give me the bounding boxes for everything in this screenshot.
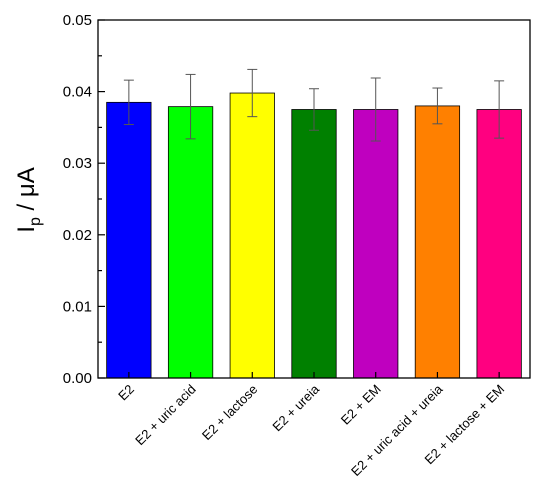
y-axis-label-main: I [13,226,40,233]
y-tick-label: 0.01 [63,298,92,315]
error-bar [370,77,381,142]
bar [414,105,461,379]
y-tick-label: 0.03 [63,155,92,172]
bar [167,106,214,379]
x-tick-label: E2 + lactose [199,382,260,443]
error-bar [309,88,319,131]
y-axis-label: Ip / μA [13,167,44,232]
bar [229,92,275,379]
bar [106,101,152,379]
x-tick-label: E2 [115,382,137,404]
error-bar [494,80,505,139]
y-axis-label-unit: / μA [13,167,40,217]
error-bar [247,68,258,118]
x-tick-label: E2 + ureia [269,381,322,434]
x-tick-label: E2 + uric acid [132,382,199,449]
x-tick-label: E2 + EM [338,382,384,428]
y-tick-label: 0.02 [63,227,92,244]
bar [353,109,399,379]
bar [291,109,337,379]
error-bar [185,73,196,140]
y-axis: 0.00 0.01 0.02 0.03 0.04 0.05 [63,12,105,387]
bar [476,109,522,379]
y-tick-label: 0.04 [63,84,92,101]
y-tick-label: 0.00 [63,370,92,387]
y-axis-label-subscript: p [27,217,44,226]
error-bars [123,68,505,142]
error-bar [432,87,443,125]
y-tick-label: 0.05 [63,12,92,29]
bars [106,92,522,379]
error-bar [123,79,134,126]
